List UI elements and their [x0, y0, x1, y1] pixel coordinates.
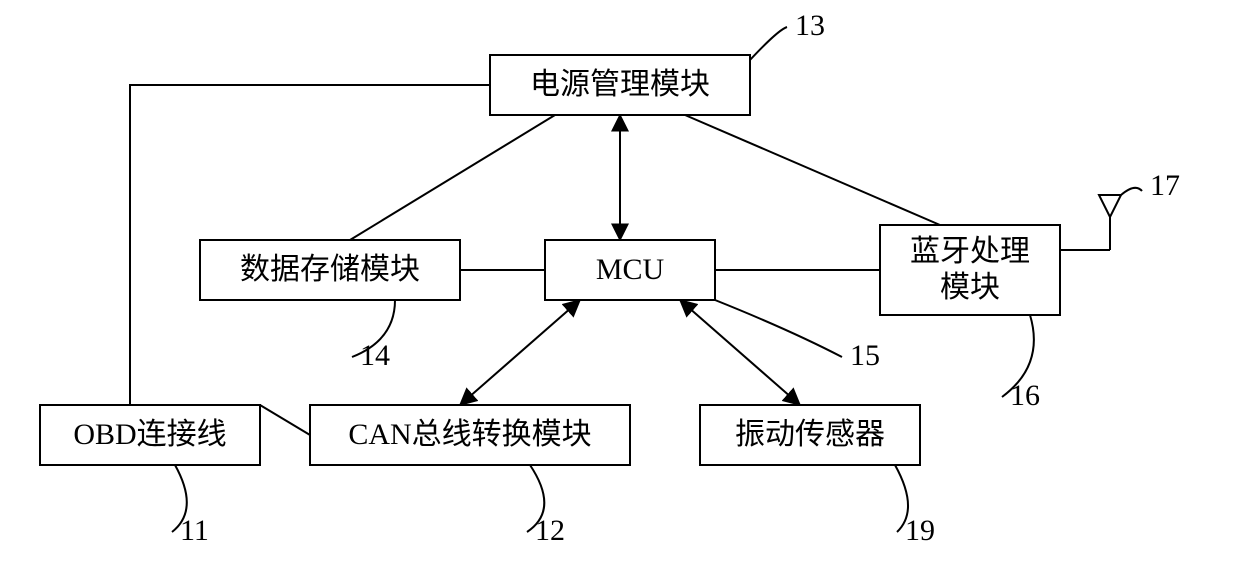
block-power-label: 电源管理模块 — [530, 68, 710, 101]
connector-biarrow — [460, 300, 580, 405]
block-bt-label-top: 蓝牙处理 — [910, 235, 1030, 268]
connector-biarrow — [680, 300, 800, 405]
leader-antenna — [1121, 188, 1142, 195]
connector-line — [260, 405, 310, 435]
block-storage-label: 数据存储模块 — [240, 253, 420, 286]
block-bt-label-bottom: 模块 — [940, 271, 1000, 304]
number-storage: 14 — [360, 339, 390, 372]
connector-line — [350, 115, 555, 240]
block-vib-label: 振动传感器 — [735, 418, 885, 451]
number-vib: 19 — [905, 514, 935, 547]
leader-power — [750, 27, 787, 60]
number-antenna: 17 — [1150, 169, 1180, 202]
block-obd-label: OBD连接线 — [73, 418, 226, 451]
number-power: 13 — [795, 9, 825, 42]
number-can: 12 — [535, 514, 565, 547]
number-bt: 16 — [1010, 379, 1040, 412]
antenna-icon — [1099, 195, 1121, 217]
connector-line — [685, 115, 940, 225]
number-obd: 11 — [180, 514, 209, 547]
block-mcu-label: MCU — [596, 253, 665, 286]
block-can-label: CAN总线转换模块 — [348, 418, 591, 451]
number-mcu: 15 — [850, 339, 880, 372]
